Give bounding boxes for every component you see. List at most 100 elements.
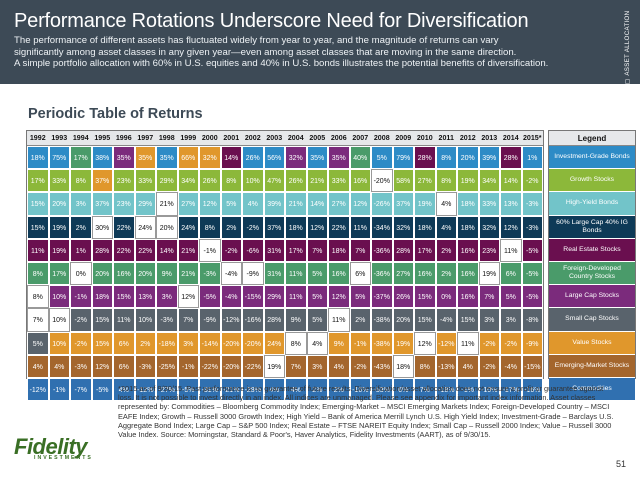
return-cell: 8%: [414, 354, 436, 378]
return-cell: -3%: [521, 215, 543, 239]
legend-item: Investment-Grade Bonds: [549, 146, 635, 170]
return-cell: 24%: [177, 215, 199, 239]
return-cell: 32%: [392, 215, 414, 239]
return-cell: 8%: [285, 331, 307, 355]
return-cell: 14%: [156, 238, 178, 262]
table-title: Periodic Table of Returns: [28, 106, 203, 122]
return-cell: 10%: [134, 308, 156, 332]
return-cell: 22%: [134, 238, 156, 262]
return-cell: 9%: [328, 331, 350, 355]
year-header-1992: 1992: [29, 134, 46, 142]
return-cell: 15%: [27, 215, 49, 239]
return-cell: 13%: [134, 285, 156, 309]
footnote: *2015 as of 9/30/15. Past performance is…: [118, 384, 614, 440]
legend-item: Real Estate Stocks: [549, 238, 635, 262]
return-cell: 4%: [435, 215, 457, 239]
return-cell: 8%: [199, 215, 221, 239]
year-header-2007: 2007: [352, 134, 369, 142]
return-cell: 1%: [521, 146, 543, 170]
intro-line-3: A simple portfolio allocation with 60% i…: [14, 58, 549, 69]
return-cell: 19%: [457, 169, 479, 193]
return-cell: -5%: [521, 238, 543, 262]
table-row: 8% 17% 0% 20% 16% 20% 9% 21% -3% -4% -9% 31% 11% 5% 16…: [27, 261, 543, 286]
return-cell: 12%: [500, 215, 522, 239]
return-cell: -1%: [177, 354, 199, 378]
return-cell: 2%: [349, 308, 371, 332]
return-cell: 7%: [414, 377, 436, 402]
return-cell: 4%: [285, 377, 307, 402]
return-cell: 6%: [113, 331, 135, 355]
return-cell: 8%: [27, 261, 49, 286]
return-cell: 29%: [156, 169, 178, 193]
return-cell: 6%: [392, 377, 414, 402]
return-cell: 20%: [156, 215, 178, 239]
page-title: Performance Rotations Underscore Need fo…: [14, 10, 529, 32]
return-cell: 31%: [263, 238, 285, 262]
table-row: 18% 75% 17% 38% 35% 35% 35% 66% 32% 14% 26% 56% 32% 3…: [27, 146, 543, 170]
return-cell: -34%: [371, 215, 393, 239]
return-cell: -7%: [70, 377, 92, 402]
return-cell: 19%: [478, 261, 500, 286]
return-cell: -28%: [242, 377, 264, 402]
return-cell: -3%: [199, 261, 221, 286]
return-cell: 27%: [414, 169, 436, 193]
return-cell: 32%: [478, 215, 500, 239]
return-cell: 12%: [349, 192, 371, 216]
return-cell: 21%: [177, 261, 199, 286]
return-cell: 10%: [242, 169, 264, 193]
return-cell: 4%: [242, 192, 264, 216]
return-cell: 40%: [349, 146, 371, 170]
return-cell: 21%: [177, 238, 199, 262]
return-cell: 14%: [500, 169, 522, 193]
return-cell: 39%: [263, 192, 285, 216]
return-cell: -9%: [521, 331, 543, 355]
return-cell: 5%: [371, 146, 393, 170]
return-cell: -1%: [70, 285, 92, 309]
return-cell: 79%: [392, 146, 414, 170]
page-number: 51: [615, 459, 626, 469]
return-cell: 2%: [328, 377, 350, 402]
return-cell: 26%: [392, 285, 414, 309]
return-cell: 27%: [177, 192, 199, 216]
return-cell: -10%: [478, 377, 500, 402]
legend-title: Legend: [549, 131, 635, 146]
year-header-1996: 1996: [115, 134, 132, 142]
return-cell: 38%: [91, 146, 113, 170]
return-cell: 21%: [306, 169, 328, 193]
return-cell: -3%: [70, 354, 92, 378]
return-cell: 11%: [113, 308, 135, 332]
return-cell: -13%: [435, 354, 457, 378]
return-cell: 28%: [392, 238, 414, 262]
legend-item: Large Cap Stocks: [549, 285, 635, 309]
legend-item: Foreign-Developed Country Stocks: [549, 261, 635, 286]
return-cell: 33%: [478, 192, 500, 216]
return-cell: -37%: [371, 285, 393, 309]
return-cell: 15%: [91, 308, 113, 332]
return-cell: 29%: [134, 192, 156, 216]
return-cell: 18%: [414, 215, 436, 239]
return-cell: 18%: [457, 215, 479, 239]
return-cell: 7%: [177, 308, 199, 332]
year-header-2001: 2001: [223, 134, 240, 142]
return-cell: -18%: [156, 331, 178, 355]
return-cell: -12%: [435, 331, 457, 355]
return-cell: 5%: [306, 261, 328, 286]
return-cell: 11%: [457, 331, 479, 355]
return-cell: 0%: [435, 285, 457, 309]
year-header-2012: 2012: [459, 134, 476, 142]
return-cell: 5%: [500, 285, 522, 309]
return-cell: -9%: [199, 308, 221, 332]
return-cell: 30%: [91, 215, 113, 239]
return-cell: 12%: [328, 285, 350, 309]
year-header-2006: 2006: [330, 134, 347, 142]
return-cell: 35%: [134, 146, 156, 170]
year-header-2008: 2008: [373, 134, 390, 142]
return-cell: 28%: [500, 146, 522, 170]
year-header-2009: 2009: [395, 134, 412, 142]
return-cell: -2%: [478, 331, 500, 355]
fidelity-logo: Fidelity: [14, 434, 88, 459]
side-mark: ▢: [624, 77, 631, 86]
return-cell: 24%: [263, 331, 285, 355]
table-row: 17% 33% 8% 37% 23% 33% 29% 34% 26% 8% 10% 47% 26% 21%…: [27, 169, 543, 193]
